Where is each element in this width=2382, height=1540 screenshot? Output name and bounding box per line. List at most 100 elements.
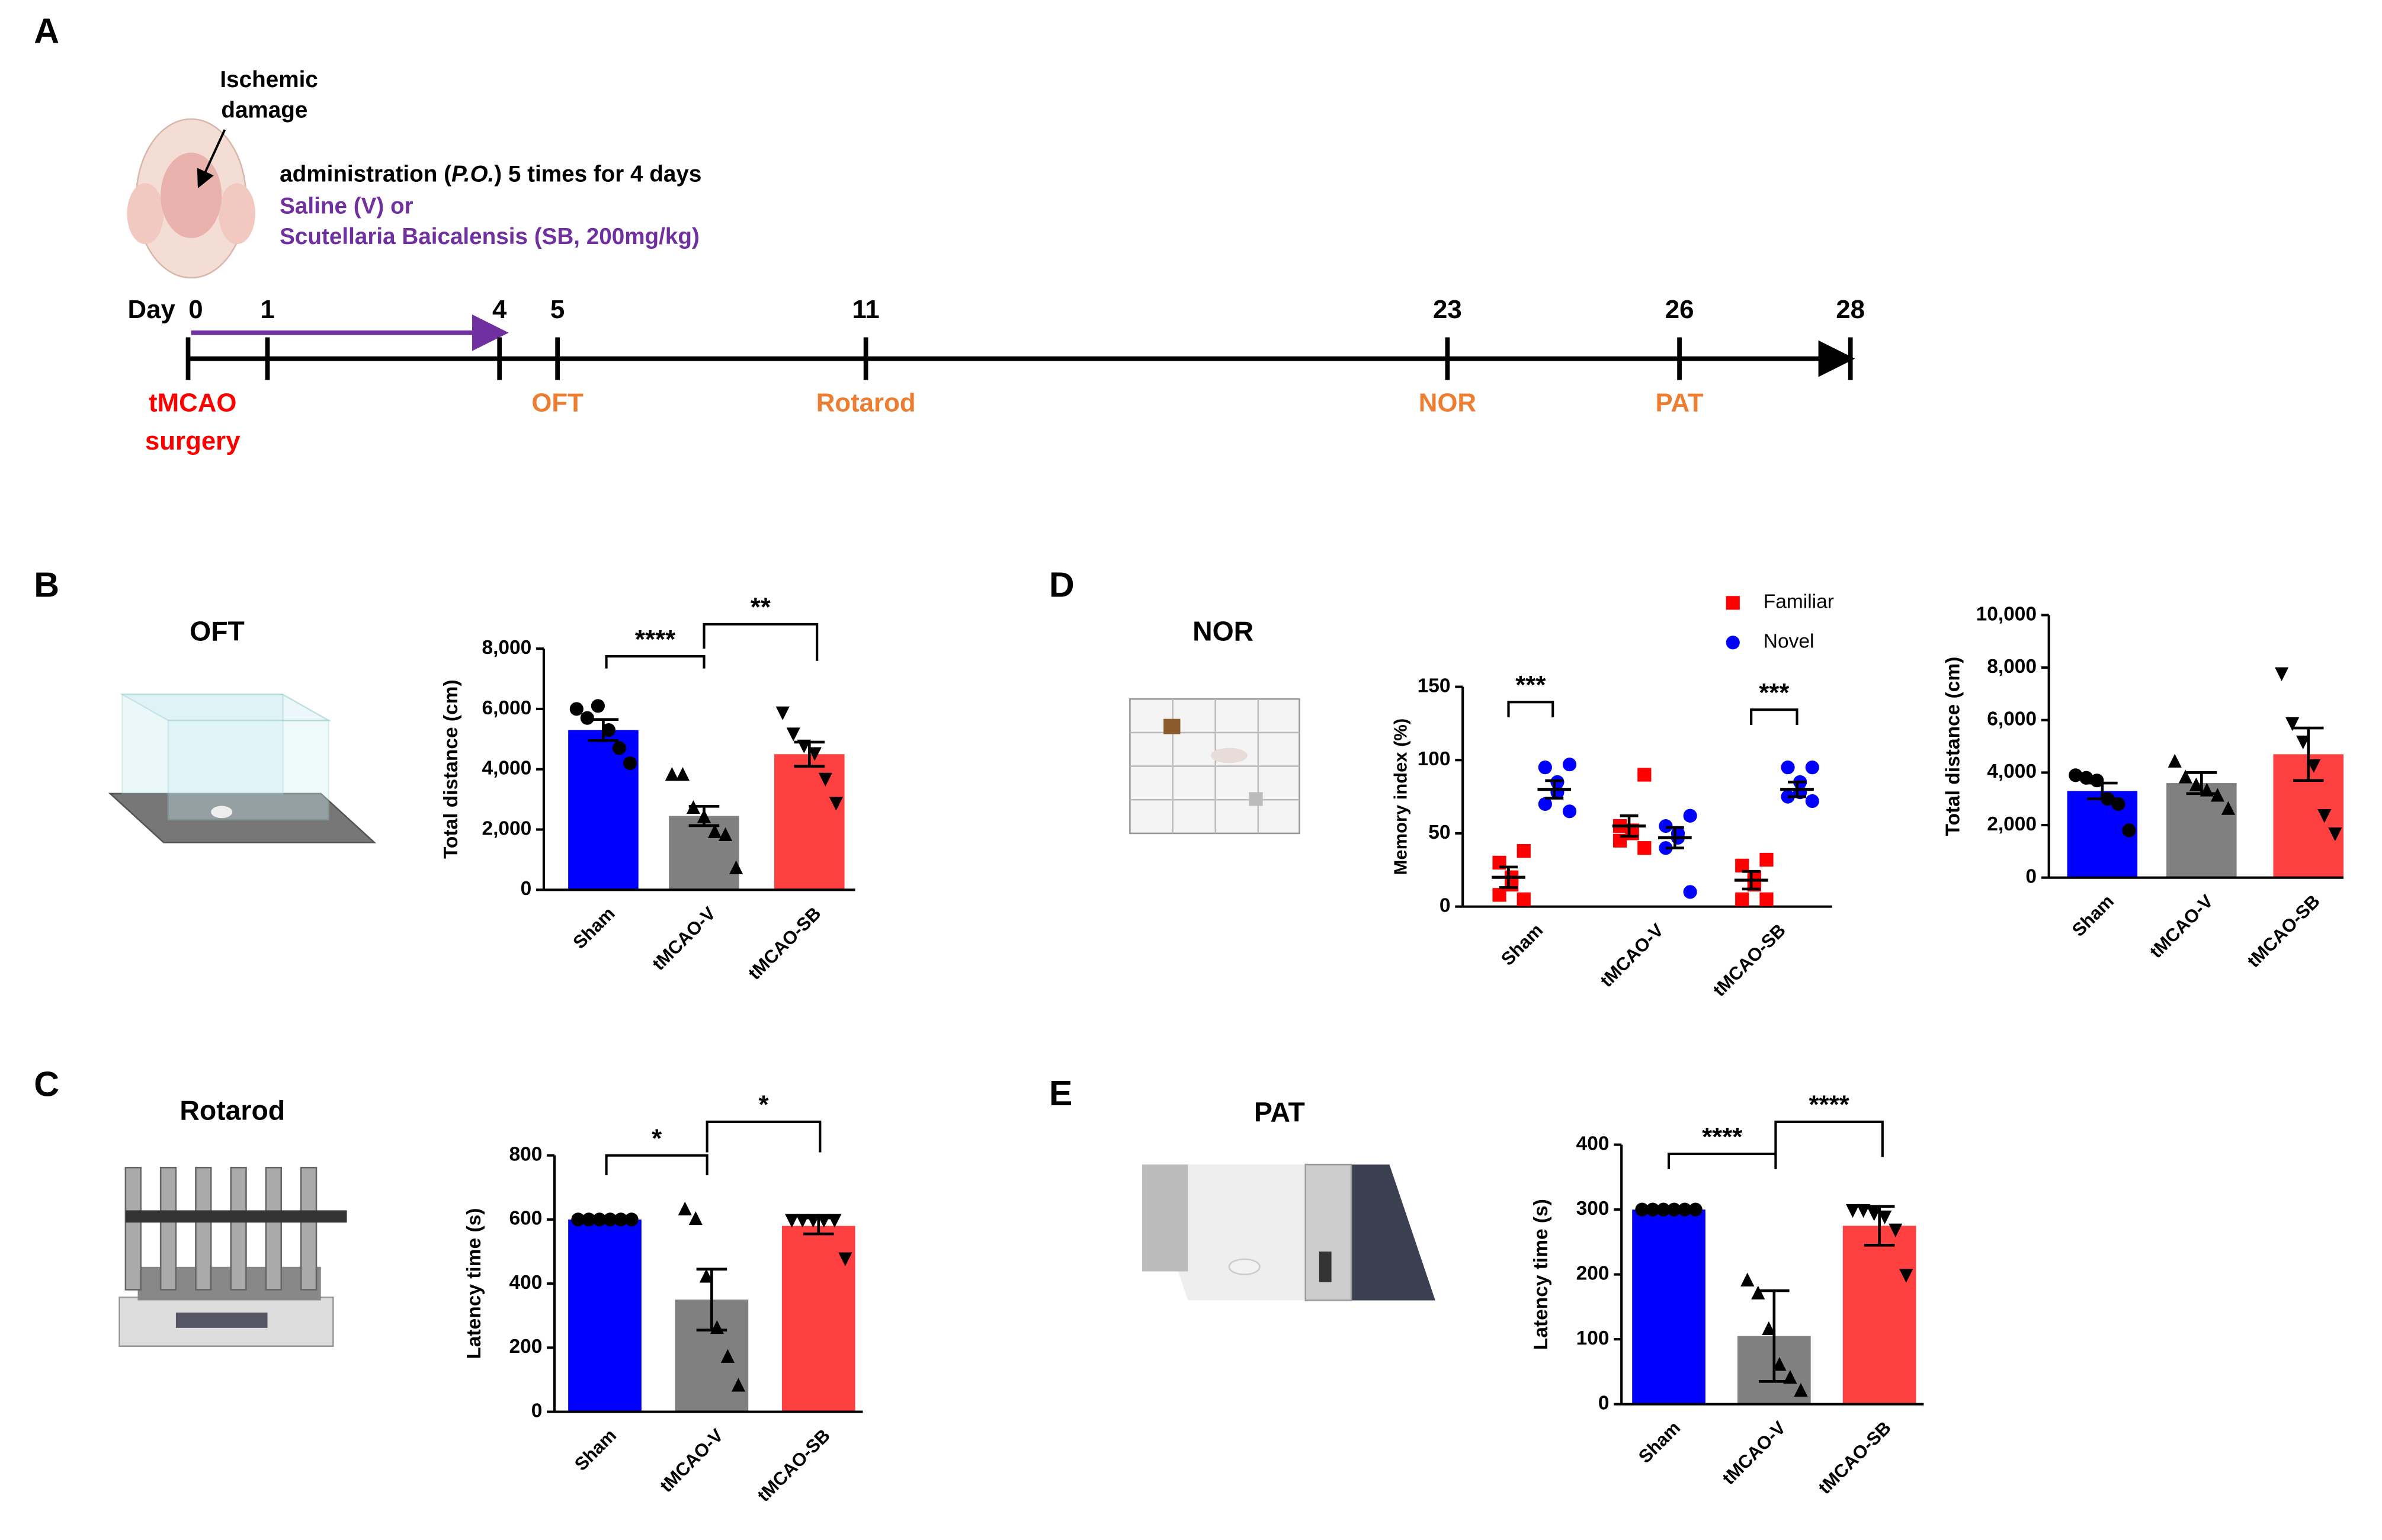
legend-label: Familiar (1764, 591, 1834, 613)
point (1759, 892, 1774, 906)
point (665, 766, 679, 781)
damage-label: Ischemic (220, 67, 318, 92)
significance-bracket (1667, 1153, 1777, 1169)
event-label: NOR (1419, 388, 1476, 417)
error-bar (2186, 771, 2217, 795)
treatment-label: Scutellaria Baicalensis (SB, 200mg/kg) (280, 224, 700, 249)
y-tick-label: 8,000 (1987, 656, 2037, 678)
y-tick-label: 400 (1576, 1132, 1610, 1154)
point (2210, 788, 2224, 802)
panel-letter: E (1049, 1073, 1073, 1113)
point (731, 1378, 746, 1392)
event-label: surgery (145, 426, 241, 455)
point (1683, 885, 1697, 899)
y-tick-label: 600 (509, 1208, 542, 1230)
significance-label: **** (635, 625, 675, 654)
y-tick-label: 0 (2025, 866, 2037, 888)
day-number: 4 (492, 295, 507, 324)
panel-letter: A (34, 11, 59, 50)
y-axis-label: Latency time (s) (463, 1208, 485, 1359)
point (1562, 804, 1577, 819)
error-bar (588, 718, 619, 742)
x-tick-label: tMCAO-V (656, 1424, 727, 1496)
point (807, 747, 822, 761)
point (818, 772, 832, 787)
point (1781, 761, 1795, 775)
significance-label: *** (1759, 678, 1789, 707)
point (775, 706, 790, 720)
y-axis-label: Total distance (cm) (1942, 657, 1964, 836)
significance-label: ** (751, 593, 771, 622)
x-tick-label: Sham (1634, 1417, 1684, 1467)
point (2275, 667, 2289, 681)
y-tick-label: 6,000 (482, 697, 532, 719)
point (796, 1214, 810, 1228)
illustration-title: OFT (190, 616, 245, 647)
point (580, 711, 594, 725)
x-tick-label: Sham (569, 903, 618, 952)
error-bar (1788, 781, 1806, 798)
bar (2166, 783, 2237, 878)
error-bar (1759, 1289, 1790, 1383)
significance-bracket (1750, 708, 1798, 725)
point (1772, 1357, 1787, 1371)
point (1762, 1321, 1776, 1335)
point (678, 1201, 692, 1215)
bar (1632, 1209, 1705, 1404)
point (2122, 823, 2136, 838)
point (612, 741, 627, 755)
significance-bracket (706, 1120, 822, 1153)
point (720, 1349, 735, 1363)
y-tick-label: 0 (1440, 894, 1451, 916)
y-tick-label: 0 (521, 878, 532, 900)
rotarod-illustration (118, 1166, 347, 1348)
point (569, 702, 584, 716)
y-tick-label: 4,000 (482, 758, 532, 779)
day-number: 0 (188, 295, 203, 324)
illustration-title: Rotarod (179, 1095, 285, 1126)
error-bar (794, 740, 825, 768)
point (1505, 877, 1519, 892)
error-bar (1864, 1205, 1895, 1247)
y-tick-label: 10,000 (1976, 603, 2037, 625)
treatment-label: Saline (V) or (280, 194, 413, 219)
point (1517, 892, 1531, 906)
point (1625, 826, 1639, 840)
event-label: OFT (531, 388, 584, 417)
point (1562, 758, 1577, 772)
panel-letter: D (1049, 565, 1075, 605)
y-tick-label: 6,000 (1987, 708, 2037, 730)
error-bar (688, 804, 720, 827)
point (2189, 777, 2203, 791)
y-tick-label: 50 (1428, 822, 1450, 843)
significance-bracket (703, 623, 819, 661)
point (2317, 809, 2332, 823)
point (1683, 808, 1697, 823)
point (2307, 759, 2321, 773)
point (828, 1214, 842, 1228)
point (1759, 852, 1774, 867)
admin-label: administration (P.O.) 5 times for 4 days (280, 162, 701, 187)
x-tick-label: tMCAO-V (648, 903, 720, 974)
bar (568, 1219, 642, 1412)
day-number: 23 (1433, 295, 1462, 324)
point (1492, 888, 1506, 902)
y-axis-label: Total distance (cm) (440, 679, 462, 859)
y-tick-label: 0 (1598, 1393, 1610, 1414)
point (2285, 717, 2300, 732)
point (1805, 794, 1819, 808)
x-tick-label: tMCAO-SB (754, 1425, 834, 1506)
day-number: 26 (1665, 295, 1694, 324)
oft-illustration (108, 694, 377, 843)
damage-label: damage (221, 97, 307, 123)
x-tick-label: Sham (2068, 891, 2118, 941)
point (2328, 827, 2342, 842)
point (614, 1212, 628, 1227)
error-bar (2293, 726, 2324, 782)
day-number: 28 (1836, 295, 1865, 324)
x-tick-label: tMCAO-SB (1709, 920, 1790, 1000)
point (1678, 1202, 1692, 1217)
point (1646, 1202, 1660, 1217)
error-bar (1545, 779, 1564, 800)
